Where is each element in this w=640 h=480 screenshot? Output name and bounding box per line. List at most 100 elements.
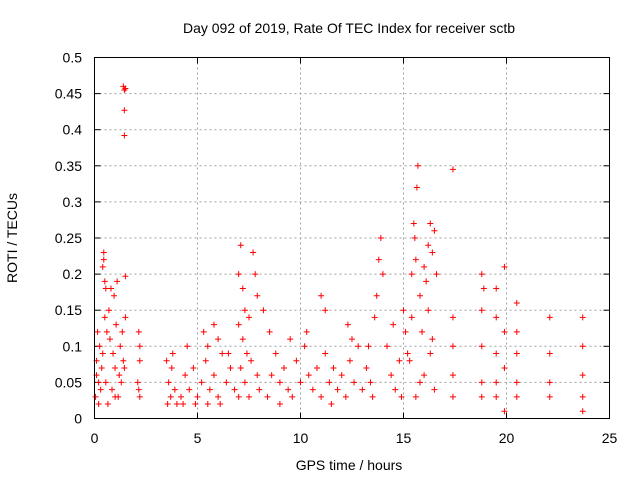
axis-ticks: [94, 57, 610, 419]
data-point: [106, 336, 113, 343]
data-point: [97, 386, 104, 393]
data-point: [318, 292, 325, 299]
data-point: [351, 379, 358, 386]
data-point: [248, 357, 255, 364]
x-tick-label: 15: [396, 430, 412, 446]
data-point: [433, 271, 440, 278]
data-point: [182, 372, 189, 379]
data-point: [121, 132, 128, 139]
y-tick-label: 0.15: [55, 302, 82, 318]
data-point: [163, 357, 170, 364]
data-point: [501, 408, 508, 415]
data-point: [112, 364, 119, 371]
y-tick-label: 0.2: [63, 266, 83, 282]
x-tick-label: 5: [194, 430, 202, 446]
data-point: [313, 364, 320, 371]
data-point: [136, 393, 143, 400]
data-point: [94, 328, 101, 335]
data-point: [400, 307, 407, 314]
data-point: [546, 393, 553, 400]
data-point: [338, 372, 345, 379]
data-point: [134, 379, 141, 386]
data-point: [223, 379, 230, 386]
data-point: [210, 372, 217, 379]
data-point: [215, 393, 222, 400]
data-point: [513, 350, 520, 357]
data-point: [173, 401, 180, 408]
data-point: [346, 357, 353, 364]
data-point: [413, 184, 420, 191]
data-point: [429, 249, 436, 256]
data-point: [390, 321, 397, 328]
data-point: [478, 379, 485, 386]
data-point: [101, 314, 108, 321]
data-point: [579, 314, 586, 321]
data-point: [114, 278, 121, 285]
data-point: [192, 401, 199, 408]
data-point: [429, 336, 436, 343]
data-point: [227, 364, 234, 371]
data-point: [293, 357, 300, 364]
data-point: [200, 328, 207, 335]
data-point: [412, 256, 419, 263]
data-point: [493, 350, 500, 357]
data-point: [546, 314, 553, 321]
data-point: [412, 393, 419, 400]
data-point: [425, 307, 432, 314]
data-point: [322, 307, 329, 314]
data-point: [421, 372, 428, 379]
data-point: [379, 271, 386, 278]
y-tick-label: 0.5: [63, 50, 83, 66]
data-point: [416, 292, 423, 299]
data-point: [513, 379, 520, 386]
data-point: [100, 249, 107, 256]
data-point: [180, 401, 187, 408]
x-axis-label: GPS time / hours: [296, 457, 403, 473]
data-point: [408, 314, 415, 321]
data-point: [107, 285, 114, 292]
data-point: [546, 350, 553, 357]
y-tick-label: 0: [74, 411, 82, 427]
data-point: [235, 271, 242, 278]
data-point: [252, 271, 259, 278]
data-point: [260, 307, 267, 314]
data-point: [478, 393, 485, 400]
data-point: [493, 285, 500, 292]
data-point: [281, 364, 288, 371]
data-point: [239, 336, 246, 343]
data-point: [171, 386, 178, 393]
data-point: [119, 328, 126, 335]
data-point: [116, 372, 123, 379]
data-point: [276, 379, 283, 386]
data-point: [369, 393, 376, 400]
data-point: [118, 379, 125, 386]
data-point: [501, 364, 508, 371]
data-point: [121, 364, 128, 371]
x-tick-label: 0: [91, 430, 99, 446]
data-point: [363, 364, 370, 371]
data-point: [410, 220, 417, 227]
data-point: [301, 343, 308, 350]
data-point: [367, 379, 374, 386]
data-point: [210, 321, 217, 328]
data-point: [204, 401, 211, 408]
y-tick-labels: 0 0.05 0.1 0.15 0.2 0.25 0.3 0.35 0.4 0.45 0.5: [55, 50, 82, 427]
data-point: [100, 256, 107, 263]
data-point: [431, 227, 438, 234]
data-point: [198, 379, 205, 386]
data-point: [396, 357, 403, 364]
data-point: [225, 350, 232, 357]
data-point: [122, 273, 129, 280]
data-point: [95, 379, 102, 386]
data-point: [373, 292, 380, 299]
data-point: [493, 314, 500, 321]
data-point: [136, 343, 143, 350]
data-point: [186, 386, 193, 393]
data-point: [318, 393, 325, 400]
data-point: [217, 401, 224, 408]
data-point: [421, 263, 428, 270]
data-point: [254, 292, 261, 299]
data-point: [513, 328, 520, 335]
data-point: [427, 220, 434, 227]
data-point: [113, 321, 120, 328]
